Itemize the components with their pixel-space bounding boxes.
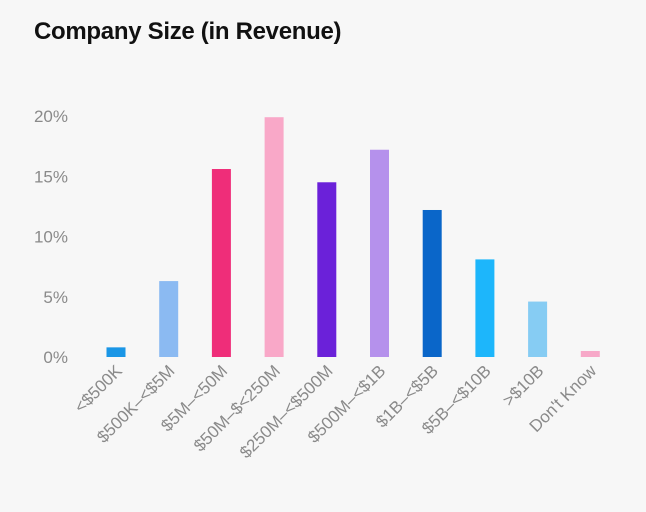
bar <box>475 259 495 357</box>
x-tick-label: >$10B <box>499 361 548 410</box>
chart-title: Company Size (in Revenue) <box>34 18 342 45</box>
bar <box>106 347 126 357</box>
bar <box>422 209 442 357</box>
bar <box>317 182 337 357</box>
bar <box>264 117 284 357</box>
bar <box>211 169 231 357</box>
y-axis: 0% 5% 10% 15% 20% <box>34 107 68 367</box>
y-tick-label: 0% <box>43 348 68 367</box>
bars <box>106 117 600 357</box>
y-tick-label: 10% <box>34 228 68 247</box>
bar <box>580 350 600 357</box>
bar <box>370 149 389 357</box>
y-tick-label: 20% <box>34 107 68 126</box>
bar <box>159 281 179 357</box>
y-tick-label: 15% <box>34 167 68 186</box>
bar <box>528 301 548 357</box>
y-tick-label: 5% <box>43 288 68 307</box>
x-axis: <$500K$500K–<$5M$5M–<50M$50M–$<250M$250M… <box>71 361 601 462</box>
x-tick-label: $250M–<$500M <box>236 361 337 462</box>
